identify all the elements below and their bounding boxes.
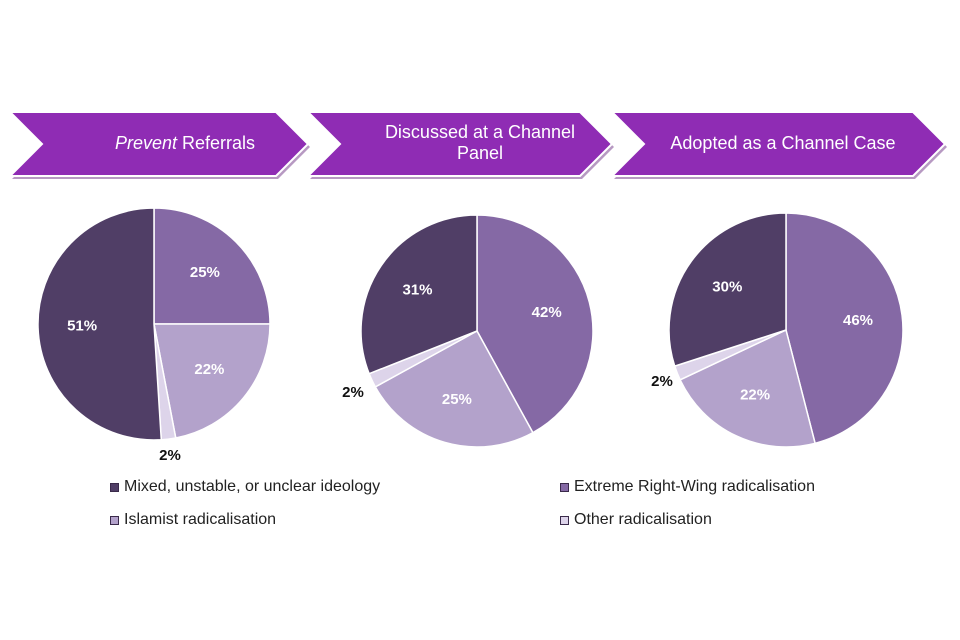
data-label-mixed: 31% <box>402 282 432 299</box>
stage-chevron-1 <box>7 111 310 177</box>
legend-item-extreme-right-wing: Extreme Right-Wing radicalisation <box>560 478 815 496</box>
pie-slice-mixed <box>360 214 478 375</box>
pie-chart-2: 42% 25% 2% 31% <box>342 214 594 448</box>
pie-slice-mixed <box>37 207 163 441</box>
stage-label-text: Discussed at a Channel Panel <box>384 122 576 163</box>
legend-swatch <box>560 482 569 492</box>
legend-item-other: Other radicalisation <box>560 511 712 529</box>
stage-chevron-2 <box>305 111 614 177</box>
pie-slice-extreme-right-wing <box>785 212 904 445</box>
stage-label-channel-panel: Discussed at a Channel Panel <box>360 112 600 174</box>
data-label-mixed: 51% <box>67 317 97 334</box>
pie-slice-mixed <box>668 212 787 368</box>
pie-chart-1: 25% 22% 2% 51% <box>37 207 271 464</box>
stage-label-emphasis: Prevent <box>114 132 177 153</box>
legend-swatch <box>110 482 119 492</box>
pie-slice-extreme-right-wing <box>153 207 271 325</box>
pie-slice-islamist <box>153 323 271 439</box>
stage-label-text: Referrals <box>177 132 256 153</box>
stage-label-text: Adopted as a Channel Case <box>670 132 896 153</box>
legend-label: Other radicalisation <box>574 511 712 528</box>
pie-slice-islamist <box>374 329 534 448</box>
legend-label: Islamist radicalisation <box>124 511 277 528</box>
legend-item-islamist: Islamist radicalisation <box>110 511 276 529</box>
pie-slice-islamist <box>679 328 817 448</box>
data-label-islamist: 22% <box>740 387 770 404</box>
stage-chevron-3 <box>609 111 947 177</box>
stage-label-channel-case: Adopted as a Channel Case <box>648 112 918 174</box>
data-label-extreme-right-wing: 42% <box>532 304 562 321</box>
legend-item-mixed: Mixed, unstable, or unclear ideology <box>110 478 380 496</box>
data-label-islamist: 22% <box>194 361 224 378</box>
data-label-other: 2% <box>342 384 364 401</box>
pie-chart-3: 46% 22% 2% 30% <box>651 212 904 448</box>
data-label-mixed: 30% <box>712 278 742 295</box>
data-label-other: 2% <box>159 447 181 464</box>
legend-swatch <box>560 515 569 525</box>
data-label-extreme-right-wing: 25% <box>190 264 220 281</box>
data-label-islamist: 25% <box>442 391 472 408</box>
stage-label-prevent-referrals: Prevent Referrals <box>60 112 310 174</box>
data-label-other: 2% <box>651 373 673 390</box>
legend-label: Extreme Right-Wing radicalisation <box>574 478 815 495</box>
data-label-extreme-right-wing: 46% <box>843 312 873 329</box>
legend-swatch <box>110 515 119 525</box>
legend-label: Mixed, unstable, or unclear ideology <box>124 478 381 495</box>
pie-slice-extreme-right-wing <box>476 214 594 434</box>
